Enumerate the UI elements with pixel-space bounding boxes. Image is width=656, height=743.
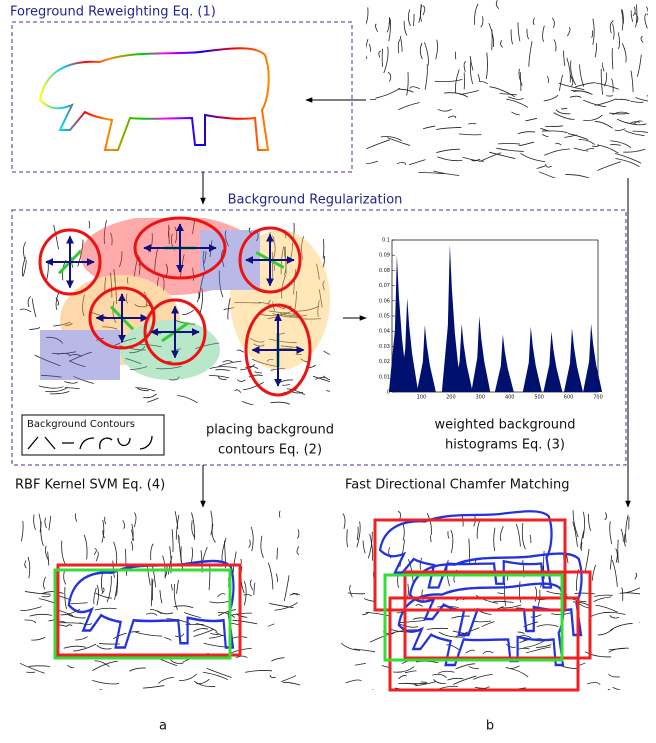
edge (640, 618, 655, 623)
image-bg (366, 0, 648, 178)
x-tick-label: 300 (476, 395, 486, 401)
histogram-label: weighted background (434, 418, 575, 433)
placing-label: placing background (206, 423, 334, 438)
classifier-label: RBF Kernel SVM Eq. (4) (15, 478, 165, 493)
x-tick-label: 500 (534, 395, 544, 401)
foreground-box (12, 22, 352, 172)
y-tick-label: 0.09 (379, 253, 390, 259)
panel-label: a (159, 719, 167, 734)
figure: Foreground Reweighting Eq. (1) Backgroun… (0, 0, 656, 738)
panel-label: b (486, 719, 494, 734)
y-tick-label: 0.1 (382, 238, 390, 244)
background-title: Background Regularization (228, 193, 403, 208)
y-tick-label: 0.03 (379, 344, 390, 350)
y-tick-label: 0.01 (379, 374, 390, 380)
page: {"foreground": {"title": "Foreground Rew… (0, 0, 656, 743)
x-tick-label: 200 (446, 395, 456, 401)
y-tick-label: 0.06 (379, 298, 390, 304)
x-tick-label: 400 (505, 395, 515, 401)
edge-image (340, 510, 655, 698)
x-tick-label: 100 (417, 395, 427, 401)
x-tick-label: 600 (564, 395, 574, 401)
histogram: 00.010.020.030.040.050.060.070.080.090.1… (379, 238, 603, 401)
y-tick-label: 0.07 (379, 283, 390, 289)
foreground-contour (40, 48, 269, 150)
edge (608, 689, 632, 698)
edge (647, 94, 656, 96)
y-tick-label: 0.04 (379, 329, 390, 335)
foreground-title: Foreground Reweighting Eq. (1) (10, 5, 216, 20)
y-tick-label: 0.02 (379, 359, 390, 365)
matching-label: Fast Directional Chamfer Matching (345, 478, 569, 493)
edge-image (364, 0, 656, 180)
y-tick-label: 0.05 (379, 314, 390, 320)
placing-label: contours Eq. (2) (218, 443, 322, 458)
legend-title: Background Contours (27, 419, 135, 430)
x-tick-label: 700 (593, 395, 603, 401)
histogram-label: histograms Eq. (3) (445, 438, 565, 453)
y-tick-label: 0.08 (379, 268, 390, 274)
legend-shapes (28, 436, 152, 449)
